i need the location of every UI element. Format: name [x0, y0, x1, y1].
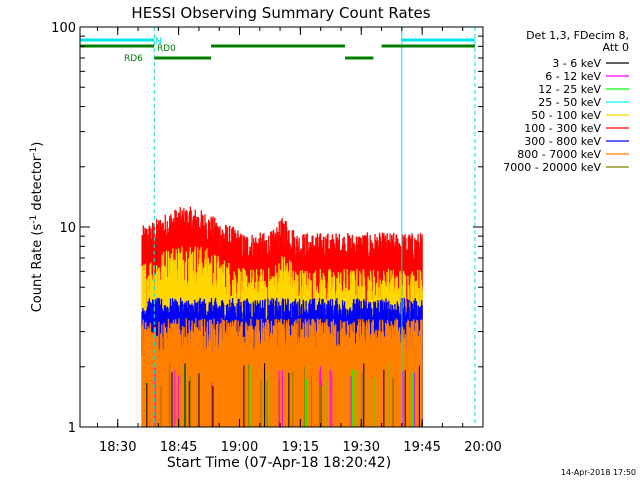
- legend-label: 800 - 7000 keV: [517, 148, 601, 161]
- flag-label-rd0: RD0: [157, 44, 176, 54]
- chart-title: HESSI Observing Summary Count Rates: [131, 4, 430, 22]
- legend-label: 50 - 100 keV: [531, 109, 601, 122]
- legend-label: 300 - 800 keV: [524, 135, 601, 148]
- legend-label: 7000 - 20000 keV: [503, 161, 601, 174]
- x-tick-label: 18:30: [99, 440, 136, 455]
- y-tick-label: 10: [59, 221, 76, 236]
- axis-ticks-layer: 18:30 18:45 19:00 19:15 19:30 19:45 20:00 1 10 10…: [51, 21, 502, 455]
- y-axis-label: Count Rate (s-1 detector-1): [29, 142, 45, 313]
- x-axis-label: Start Time (07-Apr-18 18:20:42): [167, 455, 391, 471]
- legend-label: 6 - 12 keV: [545, 70, 601, 83]
- flag-label-rd6: RD6: [124, 54, 143, 64]
- y-tick-label: 1: [68, 421, 76, 436]
- x-tick-label: 19:15: [282, 440, 319, 455]
- timestamp: 14-Apr-2018 17:50: [561, 468, 636, 477]
- sparse-channel-ticks: [146, 362, 420, 427]
- legend-label: 12 - 25 keV: [538, 83, 601, 96]
- legend-header-2: Att 0: [603, 41, 629, 54]
- x-tick-label: 19:00: [221, 440, 258, 455]
- flare-data-layer: [141, 206, 423, 427]
- x-tick-label: 20:00: [464, 440, 501, 455]
- flag-label-n: N: [155, 37, 162, 47]
- x-tick-label: 19:30: [343, 440, 380, 455]
- legend-label: 100 - 300 keV: [524, 122, 601, 135]
- y-tick-label: 100: [51, 21, 76, 36]
- legend-header-1: Det 1,3, FDecim 8,: [526, 29, 629, 42]
- legend-label: 25 - 50 keV: [538, 96, 601, 109]
- x-tick-label: 19:45: [403, 440, 440, 455]
- x-tick-label: 18:45: [160, 440, 197, 455]
- legend-label: 3 - 6 keV: [552, 57, 601, 70]
